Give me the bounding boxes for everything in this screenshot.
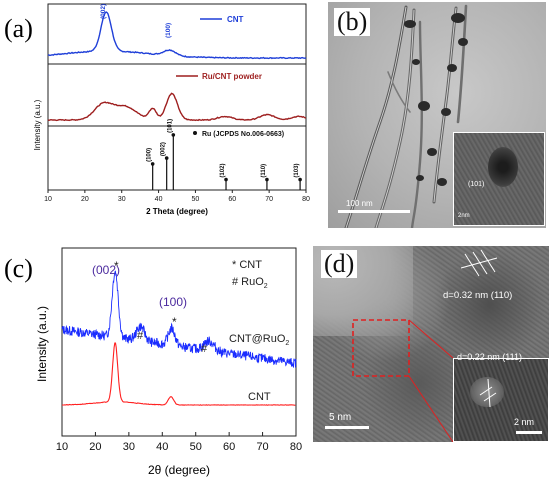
panel-b-inset-particle [488, 147, 518, 187]
cnt-xrd-curve-c [61, 342, 296, 406]
ru-reference-hkl-label: (102) [220, 164, 226, 178]
ru-reference-legend-label: Ru (JCPDS No.006-0663) [202, 131, 284, 138]
panel-b-inset-label: (101) [468, 181, 485, 188]
panel-c-xrd-plot: 10 20 30 40 50 60 70 80 (002) (100) * * # # * C… [35, 247, 302, 477]
ru-reference-marker [164, 156, 169, 160]
ru-reference-marker [298, 177, 302, 182]
panel-d-zoom-line-2 [408, 375, 454, 442]
panel-d-inset-scalebar [516, 431, 542, 434]
ru-reference-lines: (100) (002) (101) (102) (110) (103) [147, 119, 302, 190]
cnt-peak-100-label: (100) [165, 23, 172, 38]
ru-reference-hkl-label: (101) [167, 119, 173, 133]
panel-a-label: (a) [4, 14, 33, 43]
panel-c-label: (c) [4, 254, 33, 283]
panel-d-scalebar-label: 5 nm [329, 412, 352, 423]
panel-d-inset: 2 nm [453, 358, 549, 442]
panel-d-label: (d) [321, 250, 358, 278]
panel-c-legend-cnt: * CNT [232, 259, 262, 271]
panel-c-hash-2: # [201, 343, 208, 355]
panel-a-frame [47, 3, 307, 191]
panel-c-xlabel: 2θ (degree) [148, 463, 210, 477]
panel-c-star-1: * [114, 259, 119, 273]
panel-d-inset-fringes [479, 378, 542, 434]
panel-b-nanotubes [344, 4, 468, 228]
panel-d-inset-particle [470, 377, 504, 407]
panel-d-d-spacing-110: d=0.32 nm (110) [443, 290, 513, 301]
panel-c: (c) 10 20 30 40 50 60 70 80 (002) (100) * * # #… [0, 244, 310, 481]
cnt-legend-label: CNT [227, 15, 244, 24]
panel-c-xtick-label: 10 [56, 441, 68, 453]
ru-cnt-legend-label: Ru/CNT powder [202, 72, 262, 81]
panel-b-inset-scale: 2nm [458, 213, 470, 219]
ru-cnt-xrd-curve [47, 92, 307, 122]
panel-c-frame [61, 247, 297, 437]
ru-legend-marker [193, 131, 197, 135]
panel-c-curve-bottom-label: CNT [248, 391, 271, 403]
cnt-peak-002-label: (002) [100, 4, 107, 19]
panel-a-xrd-plot: (100) (002) (101) (102) (110) (103) CNT Ru/CN… [33, 3, 310, 216]
ru-reference-hkl-label: (100) [147, 148, 153, 162]
panel-d-scalebar [325, 426, 369, 429]
panel-c-xtick-label: 20 [89, 441, 101, 453]
ru-reference-marker [150, 162, 155, 166]
panel-c-xtick-label: 40 [156, 441, 168, 453]
ru-reference-hkl-label: (110) [261, 164, 267, 178]
panel-d-zoom-line-1 [408, 319, 454, 359]
cnt-xrd-curve [47, 11, 307, 60]
panel-c-xtick-label: 60 [223, 441, 235, 453]
panel-c-hash-1: # [137, 330, 144, 342]
panel-d-d-spacing-111: d=0.22 nm (111) [457, 352, 522, 362]
panel-c-ylabel: Intensity (a.u.) [35, 306, 49, 382]
panel-c-peak-100: (100) [159, 295, 187, 309]
panel-c-xtick-label: 70 [256, 441, 268, 453]
panel-a-xtick-label: 70 [265, 196, 273, 203]
panel-a-xtick-label: 30 [118, 196, 126, 203]
panel-c-xtick-label: 80 [290, 441, 302, 453]
panel-a: (a) (100) (002) (101) (102) (110) (103) CNT R… [0, 0, 320, 235]
panel-c-curve-top-label: CNT@RuO2 [229, 333, 289, 347]
panel-a-ylabel: Intensity (a.u.) [33, 99, 42, 150]
panel-d-annotations [352, 249, 498, 442]
ru-reference-marker [171, 133, 176, 137]
panel-a-xtick-label: 40 [155, 196, 163, 203]
panel-c-xtick-label: 30 [123, 441, 135, 453]
cnt-ruo2-xrd-curve [61, 270, 297, 368]
panel-a-xtick-label: 50 [192, 196, 200, 203]
panel-a-xtick-label: 60 [228, 196, 236, 203]
panel-d-selection-box [352, 319, 410, 377]
panel-b-tem-image: 100 nm (101) 2nm (b) [328, 2, 546, 228]
panel-b-scalebar-label: 100 nm [346, 199, 373, 208]
panel-c-peak-002: (002) [92, 263, 120, 277]
panel-c-xtick-label: 50 [190, 441, 202, 453]
panel-b-scalebar [338, 210, 410, 213]
panel-b-hrtem-inset: (101) 2nm [453, 132, 545, 226]
panel-a-xticks: 10 20 30 40 50 60 70 80 [44, 190, 310, 203]
panel-d-inset-scale-label: 2 nm [514, 417, 535, 427]
panel-c-star-2: * [172, 315, 177, 329]
ru-reference-marker [265, 177, 269, 182]
ru-reference-hkl-label: (103) [294, 164, 300, 178]
panel-c-legend-ruo2: # RuO2 [232, 276, 268, 290]
ru-reference-hkl-label: (002) [161, 142, 167, 156]
panel-a-xtick-label: 80 [302, 196, 310, 203]
ru-reference-marker [224, 177, 228, 182]
panel-a-xtick-label: 10 [44, 196, 52, 203]
panel-d-hrtem-image: d=0.32 nm (110) 5 nm 2 nm d=0.22 nm (111… [313, 246, 549, 442]
panel-b-label: (b) [334, 8, 371, 36]
panel-a-xtick-label: 20 [81, 196, 89, 203]
panel-a-xlabel: 2 Theta (degree) [146, 207, 208, 216]
panel-c-xticks: 10 20 30 40 50 60 70 80 [56, 432, 302, 453]
